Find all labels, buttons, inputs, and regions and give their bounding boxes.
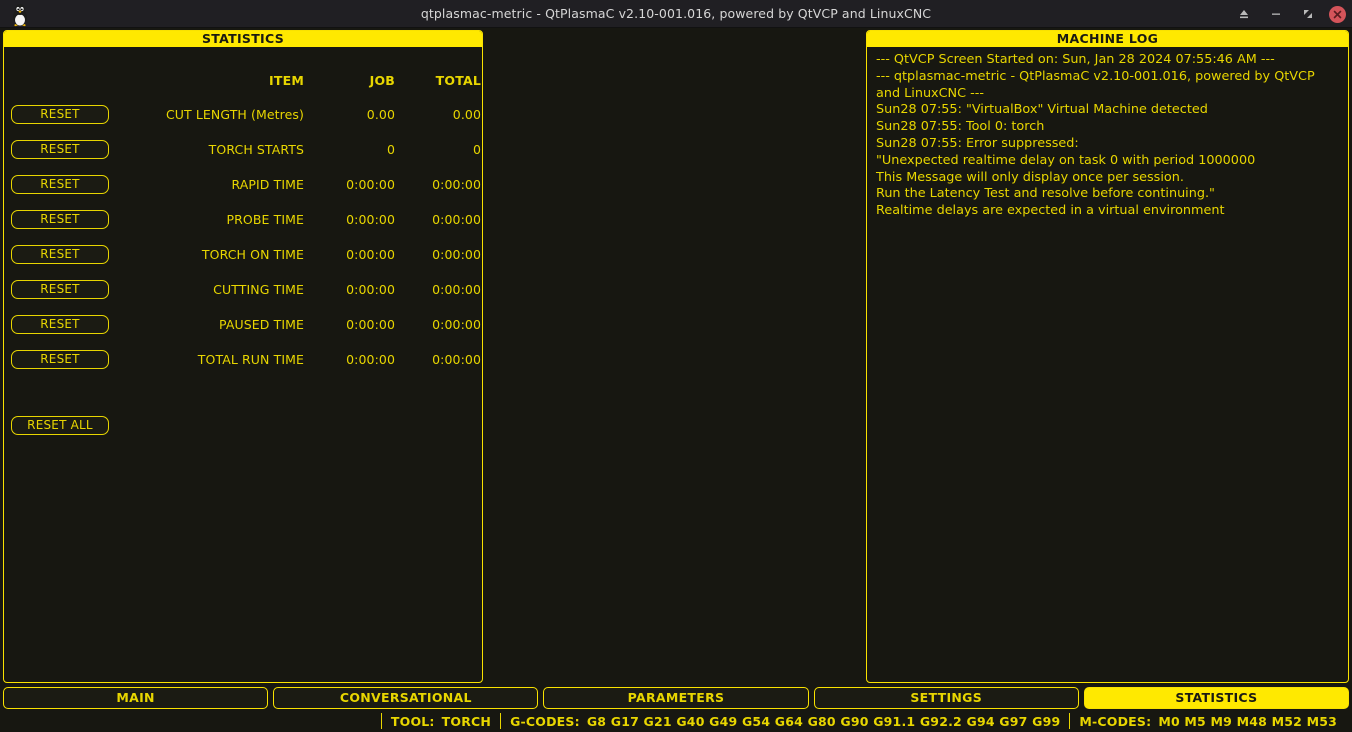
status-bar: TOOL: TORCH G-CODES: G8 G17 G21 G40 G49 … xyxy=(0,710,1352,732)
eject-icon[interactable] xyxy=(1233,3,1255,25)
statistics-panel-title: STATISTICS xyxy=(4,31,482,47)
statistics-row: RESET TOTAL RUN TIME 0:00:00 0:00:00 xyxy=(4,348,482,370)
statistics-total-value: 0 xyxy=(472,141,481,157)
status-tool-value: TORCH xyxy=(441,713,492,729)
close-icon[interactable] xyxy=(1329,5,1346,23)
title-bar: qtplasmac-metric - QtPlasmaC v2.10-001.0… xyxy=(0,0,1352,28)
reset-button-cell: RESET xyxy=(4,174,114,194)
machine-log-line: This Message will only display once per … xyxy=(876,169,1184,185)
statistics-total-value: 0:00:00 xyxy=(432,351,481,367)
tab-main[interactable]: MAIN xyxy=(3,687,269,709)
reset-button-cell: RESET xyxy=(4,244,114,264)
reset-all-button[interactable]: RESET ALL xyxy=(11,415,109,435)
restore-icon[interactable] xyxy=(1297,3,1319,25)
statistics-item-label: RAPID TIME xyxy=(231,176,304,192)
statistics-total-value: 0:00:00 xyxy=(432,246,481,262)
reset-button-cell: RESET xyxy=(4,349,114,369)
status-mcodes-label: M-CODES: xyxy=(1079,713,1152,729)
machine-log-line: --- QtVCP Screen Started on: Sun, Jan 28… xyxy=(876,52,1275,67)
statistics-job-value: 0.00 xyxy=(366,106,395,122)
column-header-item: ITEM xyxy=(269,72,304,88)
tux-icon xyxy=(6,0,34,28)
machine-log-panel-title: MACHINE LOG xyxy=(867,31,1348,47)
statistics-job-value: 0:00:00 xyxy=(346,176,395,192)
reset-button-cell: RESET xyxy=(4,279,114,299)
statistics-total-value: 0:00:00 xyxy=(432,176,481,192)
statistics-table: ITEM JOB TOTAL RESET CUT LENGTH (Metres) 0.00… xyxy=(4,47,482,682)
status-tool: TOOL: TORCH xyxy=(380,713,500,729)
statistics-item-label: TORCH ON TIME xyxy=(201,246,304,262)
tab-settings[interactable]: SETTINGS xyxy=(813,687,1079,709)
statistics-job-value: 0:00:00 xyxy=(346,351,395,367)
statistics-job-value: 0 xyxy=(386,141,395,157)
status-mcodes: M-CODES: M0 M5 M9 M48 M52 M53 xyxy=(1069,713,1346,729)
statistics-row: RESET CUT LENGTH (Metres) 0.00 0.00 xyxy=(4,103,482,125)
machine-log-line: Sun28 07:55: Error suppressed: xyxy=(876,135,1079,151)
tab-statistics[interactable]: STATISTICS xyxy=(1083,687,1350,709)
statistics-total-value: 0.00 xyxy=(452,106,481,122)
statistics-header-row: ITEM JOB TOTAL xyxy=(4,69,482,91)
statistics-total-value: 0:00:00 xyxy=(432,211,481,227)
tab-bar: MAIN CONVERSATIONAL PARAMETERS SETTINGS STAT… xyxy=(3,687,1350,709)
statistics-item-label: PAUSED TIME xyxy=(219,316,304,332)
machine-log-line: Sun28 07:55: "VirtualBox" Virtual Machin… xyxy=(876,102,1208,118)
reset-button-cell: RESET xyxy=(4,104,114,124)
reset-button-cell: RESET xyxy=(4,209,114,229)
reset-button[interactable]: RESET xyxy=(11,314,109,334)
window-controls xyxy=(1233,0,1346,28)
reset-button[interactable]: RESET xyxy=(11,174,109,194)
reset-button[interactable]: RESET xyxy=(11,104,109,124)
window-title: qtplasmac-metric - QtPlasmaC v2.10-001.0… xyxy=(420,6,932,21)
statistics-item-label: CUTTING TIME xyxy=(213,281,304,297)
statistics-job-value: 0:00:00 xyxy=(346,246,395,262)
tab-conversational[interactable]: CONVERSATIONAL xyxy=(273,687,539,709)
machine-log-line: Run the Latency Test and resolve before … xyxy=(876,186,1215,202)
statistics-job-value: 0:00:00 xyxy=(346,211,395,227)
statistics-row: RESET PAUSED TIME 0:00:00 0:00:00 xyxy=(4,313,482,335)
statistics-item-label: TORCH STARTS xyxy=(208,141,304,157)
machine-log-line: Sun28 07:55: Tool 0: torch xyxy=(876,119,1045,135)
machine-log-line: --- qtplasmac-metric - QtPlasmaC v2.10-0… xyxy=(876,68,1319,101)
statistics-row: RESET TORCH STARTS 0 0 xyxy=(4,138,482,160)
statistics-row: RESET RAPID TIME 0:00:00 0:00:00 xyxy=(4,173,482,195)
statistics-row: RESET TORCH ON TIME 0:00:00 0:00:00 xyxy=(4,243,482,265)
reset-all-row: RESET ALL xyxy=(4,414,482,436)
statistics-item-label: TOTAL RUN TIME xyxy=(197,351,304,367)
statistics-row: RESET PROBE TIME 0:00:00 0:00:00 xyxy=(4,208,482,230)
column-header-job: JOB xyxy=(369,72,395,88)
reset-button[interactable]: RESET xyxy=(11,209,109,229)
status-mcodes-value: M0 M5 M9 M48 M52 M53 xyxy=(1158,713,1337,729)
machine-log-line: Realtime delays are expected in a virtua… xyxy=(876,203,1225,219)
tab-parameters[interactable]: PARAMETERS xyxy=(543,687,809,709)
reset-all-cell: RESET ALL xyxy=(4,415,114,435)
statistics-total-value: 0:00:00 xyxy=(432,281,481,297)
machine-log-panel: MACHINE LOG --- QtVCP Screen Started on:… xyxy=(866,30,1349,683)
statistics-row: RESET CUTTING TIME 0:00:00 0:00:00 xyxy=(4,278,482,300)
reset-button[interactable]: RESET xyxy=(11,244,109,264)
minimize-icon[interactable] xyxy=(1265,3,1287,25)
reset-button[interactable]: RESET xyxy=(11,139,109,159)
status-gcodes-value: G8 G17 G21 G40 G49 G54 G64 G80 G90 G91.1… xyxy=(586,713,1061,729)
statistics-item-label: CUT LENGTH (Metres) xyxy=(165,106,304,122)
column-header-total: TOTAL xyxy=(435,72,481,88)
machine-log-line: "Unexpected realtime delay on task 0 wit… xyxy=(876,152,1256,168)
statistics-item-label: PROBE TIME xyxy=(226,211,304,227)
reset-button-cell: RESET xyxy=(4,314,114,334)
statistics-job-value: 0:00:00 xyxy=(346,316,395,332)
statistics-panel: STATISTICS ITEM JOB TOTAL RESET CUT LENGTH (… xyxy=(3,30,483,683)
status-gcodes-label: G-CODES: xyxy=(510,713,580,729)
statistics-job-value: 0:00:00 xyxy=(346,281,395,297)
machine-log-text[interactable]: --- QtVCP Screen Started on: Sun, Jan 28… xyxy=(867,47,1348,682)
statistics-total-value: 0:00:00 xyxy=(432,316,481,332)
status-gcodes: G-CODES: G8 G17 G21 G40 G49 G54 G64 G80 … xyxy=(500,713,1069,729)
reset-button[interactable]: RESET xyxy=(11,349,109,369)
status-tool-label: TOOL: xyxy=(390,713,435,729)
reset-button[interactable]: RESET xyxy=(11,279,109,299)
reset-button-cell: RESET xyxy=(4,139,114,159)
